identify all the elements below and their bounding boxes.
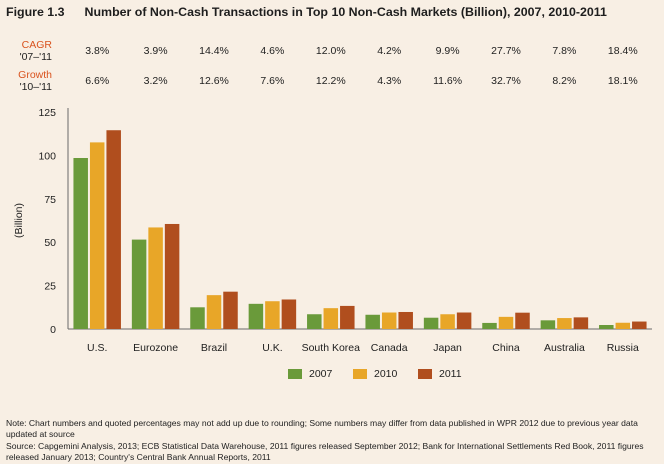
bar-2007 — [540, 320, 556, 329]
bar-2007 — [248, 303, 264, 329]
growth-value: 6.6% — [85, 75, 110, 87]
chart-note: Note: Chart numbers and quoted percentag… — [6, 418, 638, 440]
bar-2010 — [323, 308, 339, 329]
cagr-value: 4.2% — [377, 45, 402, 57]
growth-period: '10–'11 — [19, 81, 52, 93]
cagr-row: 3.8% 3.9% 14.4% 4.6% 12.0% 4.2% 9.9% 27.7% 7.8% 1… — [0, 45, 664, 59]
bar-2011 — [281, 299, 297, 329]
legend-swatch — [418, 369, 432, 379]
growth-value: 18.1% — [607, 75, 638, 87]
x-tick-label: Japan — [433, 342, 462, 354]
bar-2007 — [73, 158, 88, 329]
cagr-label: CAGR — [21, 39, 52, 51]
x-tick-label: Brazil — [201, 342, 227, 354]
figure-title: Figure 1.3 Number of Non-Cash Transaction… — [6, 5, 660, 19]
x-tick-label: U.K. — [262, 342, 282, 354]
x-tick-label: U.S. — [87, 342, 107, 354]
bar-2011 — [515, 312, 530, 329]
legend-label: 2011 — [439, 368, 462, 380]
bar-2011 — [632, 321, 647, 329]
bar-2007 — [482, 322, 497, 329]
growth-label-block: Growth '10–'11 — [6, 69, 52, 93]
legend-item-2010: 2010 — [353, 368, 397, 380]
legend-swatch — [288, 369, 302, 379]
x-tick-label: Russia — [607, 342, 639, 354]
cagr-value: 27.7% — [491, 45, 521, 57]
bar-2007 — [190, 307, 205, 329]
bar-2011 — [340, 305, 355, 329]
bar-2007 — [131, 239, 147, 329]
bar-2010 — [615, 322, 631, 329]
bar-2010 — [381, 312, 397, 329]
cagr-value: 3.9% — [143, 45, 168, 57]
bar-2007 — [423, 317, 439, 329]
x-tick-label: Australia — [544, 342, 585, 354]
growth-value: 12.6% — [199, 75, 229, 87]
bar-2010 — [265, 301, 280, 329]
y-axis-label: (Billion) — [13, 203, 25, 238]
figure-number: Figure 1.3 — [6, 5, 65, 19]
bar-2011 — [164, 223, 180, 329]
cagr-value: 3.8% — [85, 45, 110, 57]
x-tick-label: Eurozone — [133, 342, 178, 354]
cagr-value: 12.0% — [315, 45, 346, 57]
cagr-value: 4.6% — [260, 45, 285, 57]
growth-value: 3.2% — [143, 75, 168, 87]
bar-2010 — [206, 295, 222, 329]
x-tick-label: Canada — [371, 342, 408, 354]
bar-2010 — [498, 316, 514, 329]
legend-label: 2007 — [309, 368, 333, 380]
cagr-value: 18.4% — [607, 45, 638, 57]
y-tick-label: 50 — [44, 237, 56, 249]
y-tick-label: 0 — [50, 324, 56, 336]
y-tick-label: 125 — [38, 107, 56, 119]
bar-2011 — [106, 130, 121, 329]
chart-legend: 2007 2010 2011 — [0, 368, 664, 384]
y-tick-label: 75 — [44, 194, 56, 206]
cagr-period: '07–'11 — [19, 51, 52, 63]
growth-row: 6.6% 3.2% 12.6% 7.6% 12.2% 4.3% 11.6% 32.7% 8.2%… — [0, 75, 664, 89]
legend-label: 2010 — [374, 368, 398, 380]
bar-chart: (Billion) 0 25 50 75 100 125 U.S. Eurozone Brazil… — [13, 107, 652, 354]
cagr-value: 7.8% — [552, 45, 577, 57]
bar-2010 — [89, 142, 105, 329]
growth-value: 32.7% — [491, 75, 521, 87]
bar-2010 — [440, 314, 455, 329]
bar-2010 — [557, 318, 572, 329]
bar-2011 — [223, 291, 238, 329]
bar-2010 — [148, 227, 163, 329]
growth-value: 4.3% — [377, 75, 402, 87]
y-tick-label: 25 — [44, 281, 56, 293]
bar-2007 — [307, 314, 322, 329]
growth-value: 7.6% — [260, 75, 285, 87]
bar-2011 — [573, 317, 589, 329]
legend-swatch — [353, 369, 367, 379]
growth-value: 12.2% — [315, 75, 346, 87]
bar-2011 — [398, 311, 413, 329]
growth-value: 11.6% — [433, 75, 463, 87]
x-tick-label: South Korea — [302, 342, 361, 354]
chart-title: Number of Non-Cash Transactions in Top 1… — [84, 5, 607, 19]
bar-2007 — [599, 325, 614, 329]
bar-2007 — [365, 314, 380, 329]
y-tick-label: 100 — [38, 150, 56, 162]
bar-2011 — [456, 312, 472, 329]
growth-label: Growth — [18, 69, 52, 81]
chart-source: Source: Capgemini Analysis, 2013; ECB St… — [6, 441, 644, 463]
cagr-value: 9.9% — [435, 45, 460, 57]
x-tick-label: China — [492, 342, 520, 354]
legend-item-2011: 2011 — [418, 368, 462, 380]
growth-value: 8.2% — [552, 75, 577, 87]
legend-item-2007: 2007 — [288, 368, 332, 380]
cagr-label-block: CAGR '07–'11 — [6, 39, 52, 63]
cagr-value: 14.4% — [199, 45, 229, 57]
